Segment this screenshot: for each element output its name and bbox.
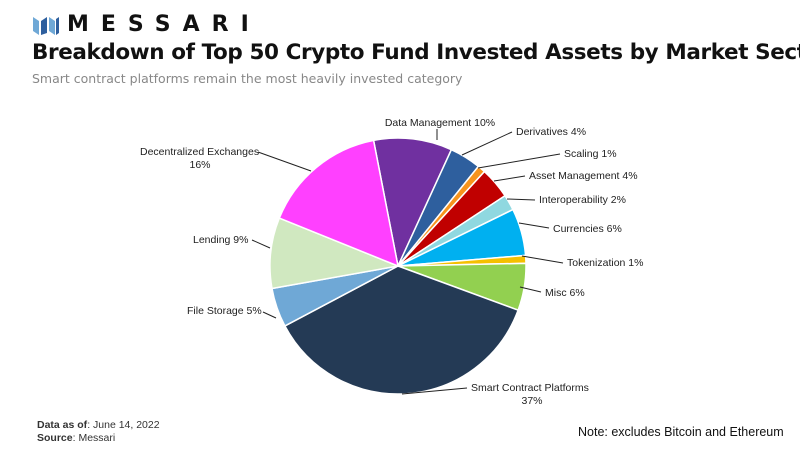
slice-value-decentralized-exchanges: 16% bbox=[189, 159, 210, 171]
leader-line-asset-management bbox=[493, 175, 526, 182]
chart-subtitle: Smart contract platforms remain the most… bbox=[32, 71, 463, 86]
slice-label-derivatives: Derivatives 4% bbox=[516, 126, 586, 138]
footnote: Note: excludes Bitcoin and Ethereum bbox=[578, 425, 784, 439]
slice-label-lending: Lending 9% bbox=[193, 234, 248, 246]
leader-line-misc bbox=[519, 286, 542, 293]
slice-label-misc: Misc 6% bbox=[545, 287, 585, 299]
data-as-of-value: : June 14, 2022 bbox=[87, 419, 160, 431]
slice-label-asset-management: Asset Management 4% bbox=[529, 170, 638, 182]
slice-label-file-storage: File Storage 5% bbox=[187, 305, 262, 317]
chart-title: Breakdown of Top 50 Crypto Fund Invested… bbox=[32, 40, 800, 65]
leader-line-decentralized-exchanges bbox=[257, 151, 312, 172]
brand-name: MESSARI bbox=[67, 12, 261, 37]
leader-line-currencies bbox=[518, 222, 550, 229]
slice-label-data-management: Data Management 10% bbox=[385, 117, 495, 129]
slice-label-interoperability: Interoperability 2% bbox=[539, 194, 626, 206]
source-label: Source bbox=[37, 432, 73, 444]
slice-label-tokenization: Tokenization 1% bbox=[567, 257, 643, 269]
slice-value-smart-contract-platforms: 37% bbox=[521, 395, 542, 407]
pie-slice-decentralized-exchanges bbox=[278, 139, 399, 268]
source-value: : Messari bbox=[72, 432, 116, 444]
pie-slice-data-management bbox=[372, 137, 453, 269]
leader-line-interoperability bbox=[506, 198, 536, 201]
messari-logo: MESSARI bbox=[33, 12, 261, 37]
slice-label-decentralized-exchanges: Decentralized Exchanges bbox=[140, 146, 259, 158]
slice-label-scaling: Scaling 1% bbox=[564, 148, 617, 160]
messari-logo-icon bbox=[33, 16, 59, 35]
leader-line-lending bbox=[251, 239, 271, 249]
leader-line-file-storage bbox=[262, 311, 277, 319]
data-as-of-label: Data as of bbox=[37, 419, 88, 431]
leader-line-derivatives bbox=[461, 131, 513, 156]
leader-line-tokenization bbox=[521, 255, 564, 264]
source: Source: Messari bbox=[37, 432, 115, 444]
slice-label-currencies: Currencies 6% bbox=[553, 223, 622, 235]
slice-label-smart-contract-platforms: Smart Contract Platforms bbox=[471, 382, 589, 394]
leader-line-smart-contract-platforms bbox=[401, 387, 468, 395]
data-as-of: Data as of: June 14, 2022 bbox=[37, 419, 160, 431]
leader-line-scaling bbox=[477, 153, 561, 169]
